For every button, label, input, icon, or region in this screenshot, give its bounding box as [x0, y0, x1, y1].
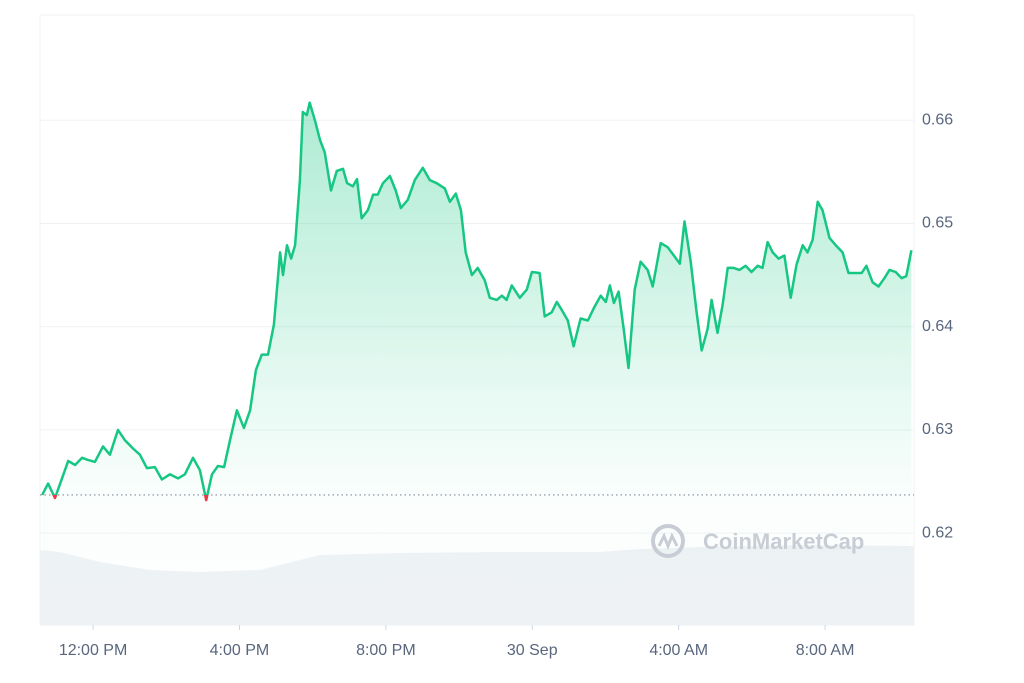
watermark-text: CoinMarketCap — [703, 529, 864, 554]
x-tick-label: 12:00 PM — [59, 642, 127, 659]
area — [42, 102, 912, 625]
y-tick-label: 0.63 — [922, 421, 953, 438]
y-tick-label: 0.65 — [922, 215, 953, 232]
x-tick-label: 30 Sep — [507, 642, 558, 659]
watermark: CoinMarketCap — [651, 524, 864, 558]
y-tick-label: 0.64 — [922, 318, 953, 335]
x-tick-label: 4:00 AM — [649, 642, 708, 659]
x-tick-label: 8:00 AM — [796, 642, 855, 659]
price-line — [41, 101, 913, 495]
x-tick-label: 8:00 PM — [356, 642, 416, 659]
x-tick-label: 4:00 PM — [210, 642, 270, 659]
y-tick-label: 0.66 — [922, 111, 953, 128]
y-tick-label: 0.62 — [922, 524, 953, 541]
